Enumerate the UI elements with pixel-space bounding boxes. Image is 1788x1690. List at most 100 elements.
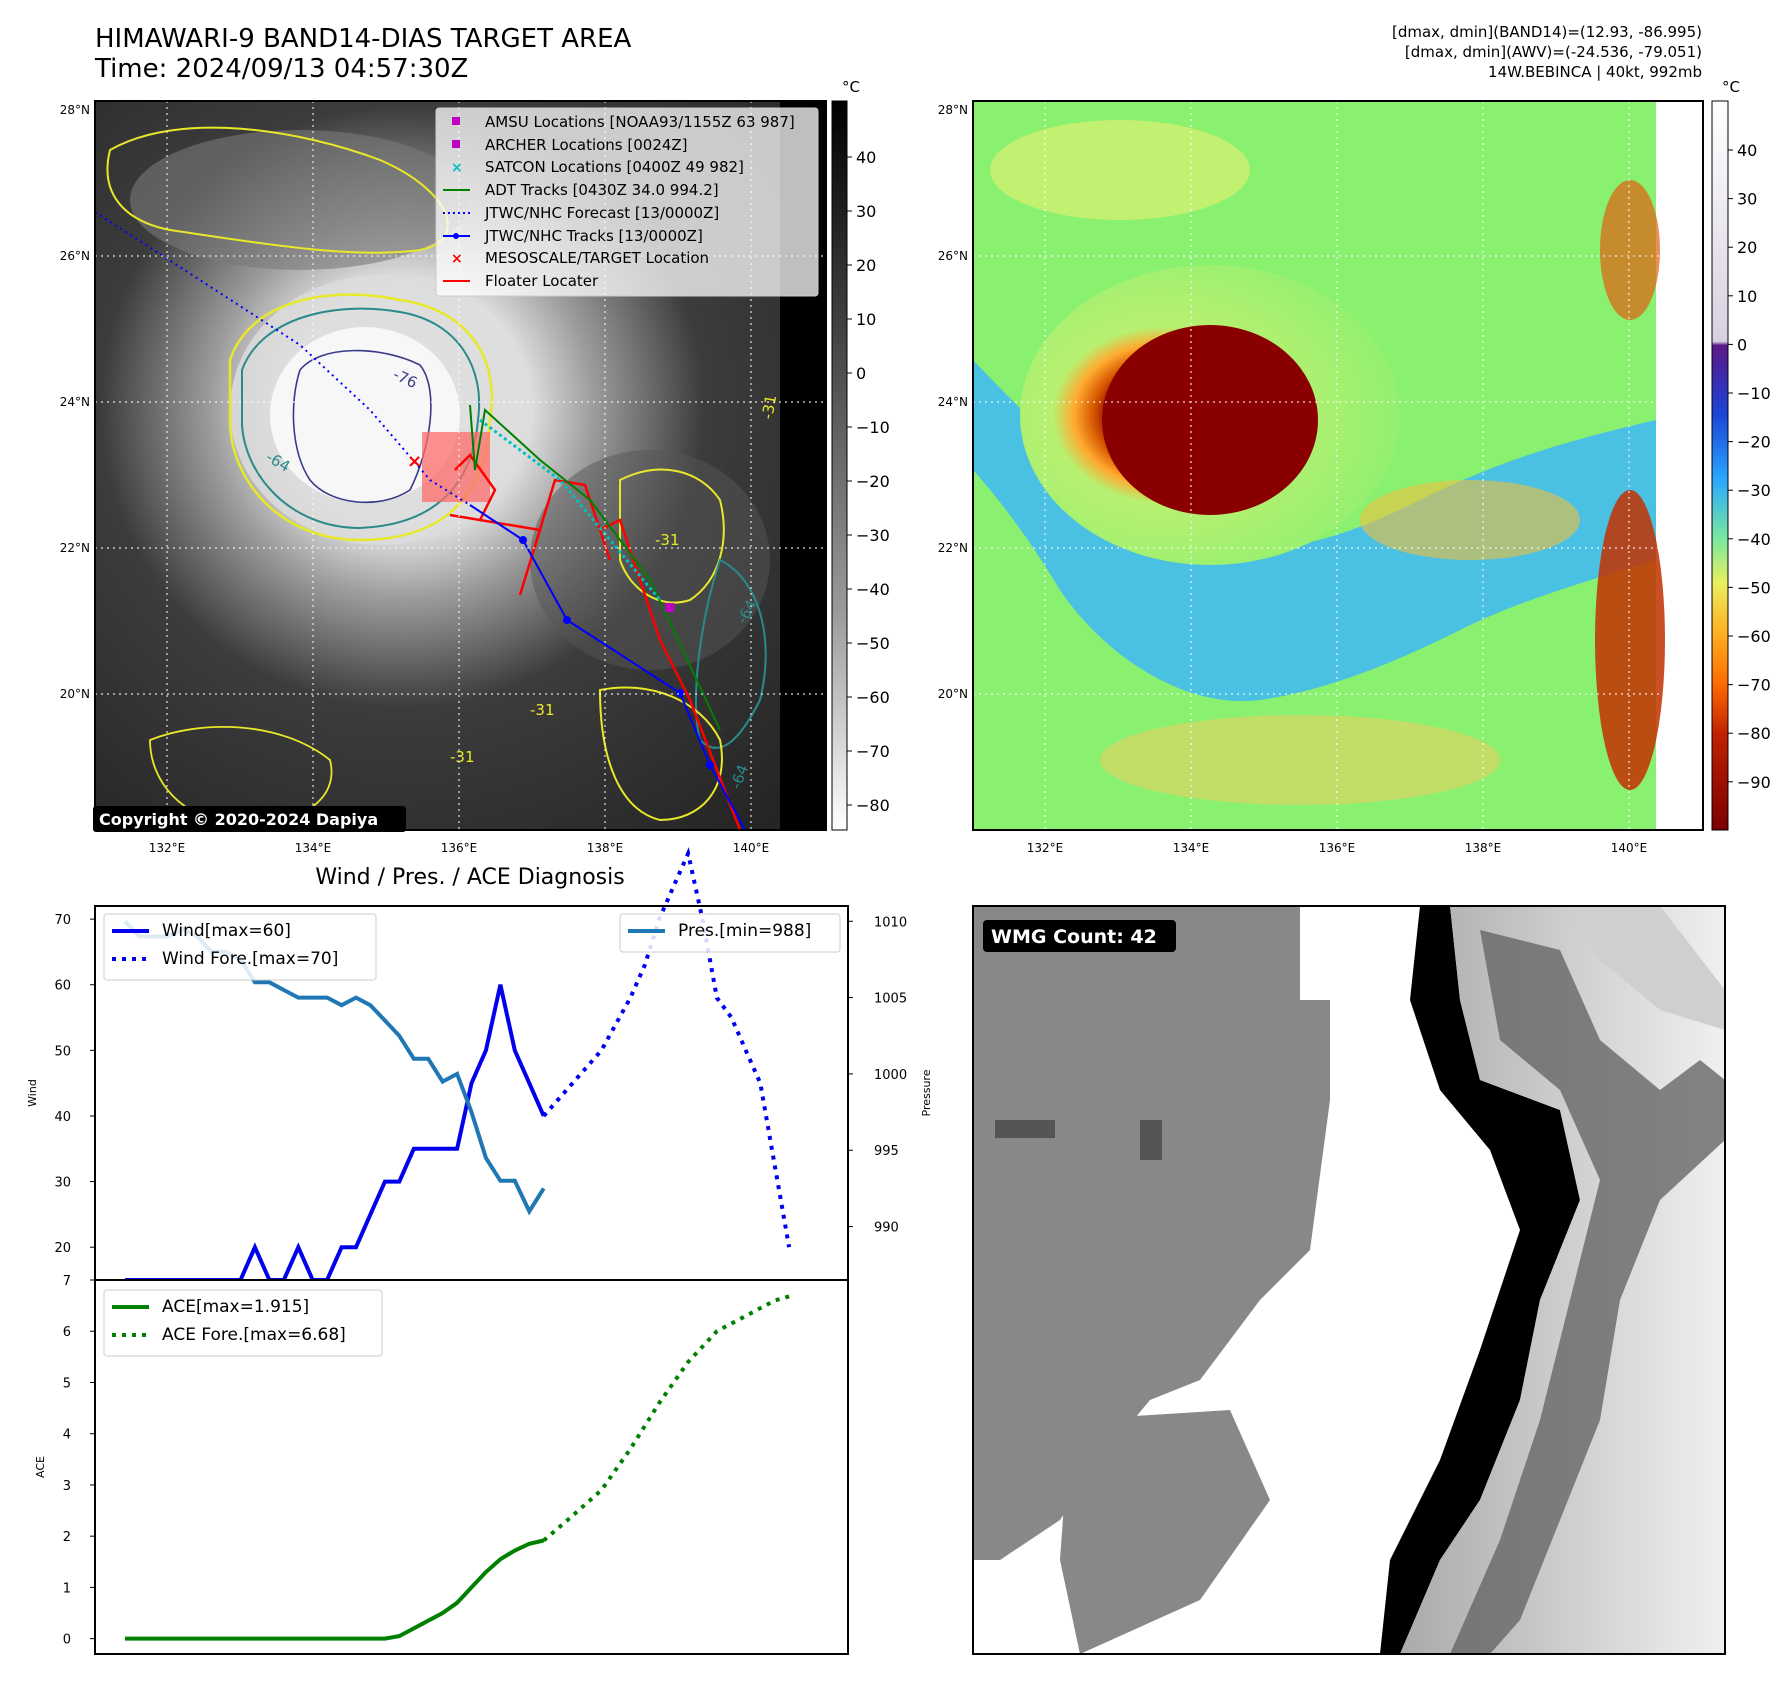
adt-track (469, 404, 721, 731)
track-point (706, 761, 714, 769)
awv-colorbar-tick-label: −10 (1737, 384, 1771, 403)
awv-colorbar-tick-label: −80 (1737, 724, 1771, 743)
series-line-1 (542, 1294, 790, 1543)
wmg-dark-patch (1140, 1120, 1162, 1160)
awv-colorbar-tick-label: 20 (1737, 238, 1757, 257)
map-lat-label: 28°N (60, 103, 90, 117)
legend-label: Pres.[min=988] (678, 921, 811, 941)
map-lon-label: 134°E (295, 841, 332, 855)
awv-colorbar-unit: °C (1722, 78, 1740, 96)
ace-axis-label: ACE (34, 1456, 47, 1478)
awv-colorbar-tick-label: 30 (1737, 190, 1757, 209)
awv-colorbar-tick-label: −50 (1737, 578, 1771, 597)
awv-colorbar-tick-label: −60 (1737, 627, 1771, 646)
legend-label: Wind[max=60] (162, 921, 291, 941)
figure-title: HIMAWARI-9 BAND14-DIAS TARGET AREA Time:… (95, 24, 632, 84)
storm-info: 14W.BEBINCA | 40kt, 992mb (1488, 63, 1702, 81)
band14-range: [dmax, dmin](BAND14)=(12.93, -86.995) (1391, 23, 1702, 41)
awv-colorbar-tick-label: 10 (1737, 287, 1757, 306)
y2-tick-label: 990 (874, 1221, 899, 1236)
map-lon-label: 132°E (1027, 841, 1064, 855)
y-tick-label: 0 (63, 1633, 71, 1648)
y-tick-label: 5 (63, 1376, 71, 1391)
legend-forecast: JTWC/NHC Forecast [13/0000Z] (484, 204, 719, 222)
ir-colorbar-tick-label: −30 (856, 526, 890, 545)
y2-tick-label: 1000 (874, 1068, 907, 1083)
legend-amsu: AMSU Locations [NOAA93/1155Z 63 987] (485, 113, 795, 131)
map-lat-label: 20°N (60, 687, 90, 701)
awv-colorbar-tick-label: 0 (1737, 335, 1747, 354)
diagnosis-title: Wind / Pres. / ACE Diagnosis (315, 865, 624, 890)
target-location-marker: × (407, 451, 422, 472)
ir-colorbar-ticks: 40 30 20 10 0 −10 −20 −30 −40 −50 −60 −70 −80 (847, 148, 890, 815)
map-lat-label: 26°N (938, 249, 968, 263)
chart-legend (103, 913, 377, 981)
y-tick-label: 60 (54, 979, 71, 994)
legend-adt: ADT Tracks [0430Z 34.0 994.2] (485, 181, 719, 199)
awv-colorbar-tick-label: −20 (1737, 433, 1771, 452)
y2-tick-label: 995 (874, 1144, 899, 1159)
ir-colorbar-tick-label: 30 (856, 202, 876, 221)
y-tick-label: 30 (54, 1176, 71, 1191)
ir-colorbar-tick-label: 20 (856, 256, 876, 275)
jtwc-best-track (469, 504, 746, 831)
map-lon-label: 140°E (1611, 841, 1648, 855)
y2-tick-label: 1010 (874, 915, 907, 930)
legend-label: ACE Fore.[max=6.68] (162, 1325, 346, 1345)
awv-colorbar-tick-label: −70 (1737, 676, 1771, 695)
y-tick-label: 40 (54, 1110, 71, 1125)
contour-label: -31 (655, 531, 680, 549)
ir-colorbar: °C (831, 78, 860, 831)
y-tick-label: 7 (63, 1274, 71, 1289)
map-gridlines (973, 101, 1703, 830)
map-lat-label: 20°N (938, 687, 968, 701)
map-lon-label: 136°E (1319, 841, 1356, 855)
floater-locater-track (454, 453, 497, 521)
legend-label: Wind Fore.[max=70] (162, 949, 338, 969)
wmg-dark-patch (995, 1120, 1055, 1138)
awv-colorbar: °C (1711, 78, 1740, 831)
y-tick-label: 6 (63, 1325, 71, 1340)
map-lon-label: 138°E (1465, 841, 1502, 855)
awv-range: [dmax, dmin](AWV)=(-24.536, -79.051) (1404, 43, 1702, 61)
archer-location-marker (665, 603, 674, 612)
map-lat-label: 24°N (938, 395, 968, 409)
y-tick-label: 70 (54, 913, 71, 928)
legend-marker-tracks-dot (453, 233, 459, 239)
legend-marker-target: × (451, 251, 463, 267)
y-tick-label: 50 (54, 1044, 71, 1059)
ir-map-panel: -64 -76 -31 -31 -64 -31 -31 -64 × (93, 100, 827, 832)
ir-colorbar-tick-label: −70 (856, 742, 890, 761)
awv-colorbar-tick-label: −40 (1737, 530, 1771, 549)
ir-colorbar-tick-label: −80 (856, 796, 890, 815)
copyright-label: Copyright © 2020-2024 Dapiya (99, 810, 378, 829)
ir-colorbar-tick-label: −10 (856, 418, 890, 437)
map-lat-label: 24°N (60, 395, 90, 409)
wind-axis-label: Wind (26, 1079, 39, 1107)
legend-target: MESOSCALE/TARGET Location (485, 249, 709, 267)
floater-locater-track (449, 478, 742, 831)
legend-tracks: JTWC/NHC Tracks [13/0000Z] (484, 227, 703, 245)
map-lon-label: 136°E (441, 841, 478, 855)
y-tick-label: 20 (54, 1241, 71, 1256)
map-lon-label: 140°E (733, 841, 770, 855)
contour-label: -31 (450, 748, 475, 766)
track-point (563, 616, 571, 624)
ir-colorbar-tick-label: −60 (856, 688, 890, 707)
awv-colorbar-ticks: 40 30 20 10 0 −10 −20 −30 −40 −50 −60 −70 −80 −90 (1728, 141, 1771, 792)
map-lat-label: 22°N (938, 541, 968, 555)
awv-colorbar-tick-label: −30 (1737, 481, 1771, 500)
awv-colorbar-tick-label: −90 (1737, 773, 1771, 792)
contour-label: -31 (530, 701, 555, 719)
ir-colorbar-tick-label: −50 (856, 634, 890, 653)
legend-marker-satcon: × (451, 160, 463, 176)
legend-archer: ARCHER Locations [0024Z] (485, 136, 688, 154)
legend-satcon: SATCON Locations [0400Z 49 982] (485, 158, 744, 176)
wmg-count-label: WMG Count: 42 (991, 926, 1157, 948)
contour-label: -31 (758, 393, 780, 420)
map-lon-label: 138°E (587, 841, 624, 855)
map-lat-label: 28°N (938, 103, 968, 117)
ir-colorbar-tick-label: −40 (856, 580, 890, 599)
jtwc-forecast-track (94, 211, 471, 506)
